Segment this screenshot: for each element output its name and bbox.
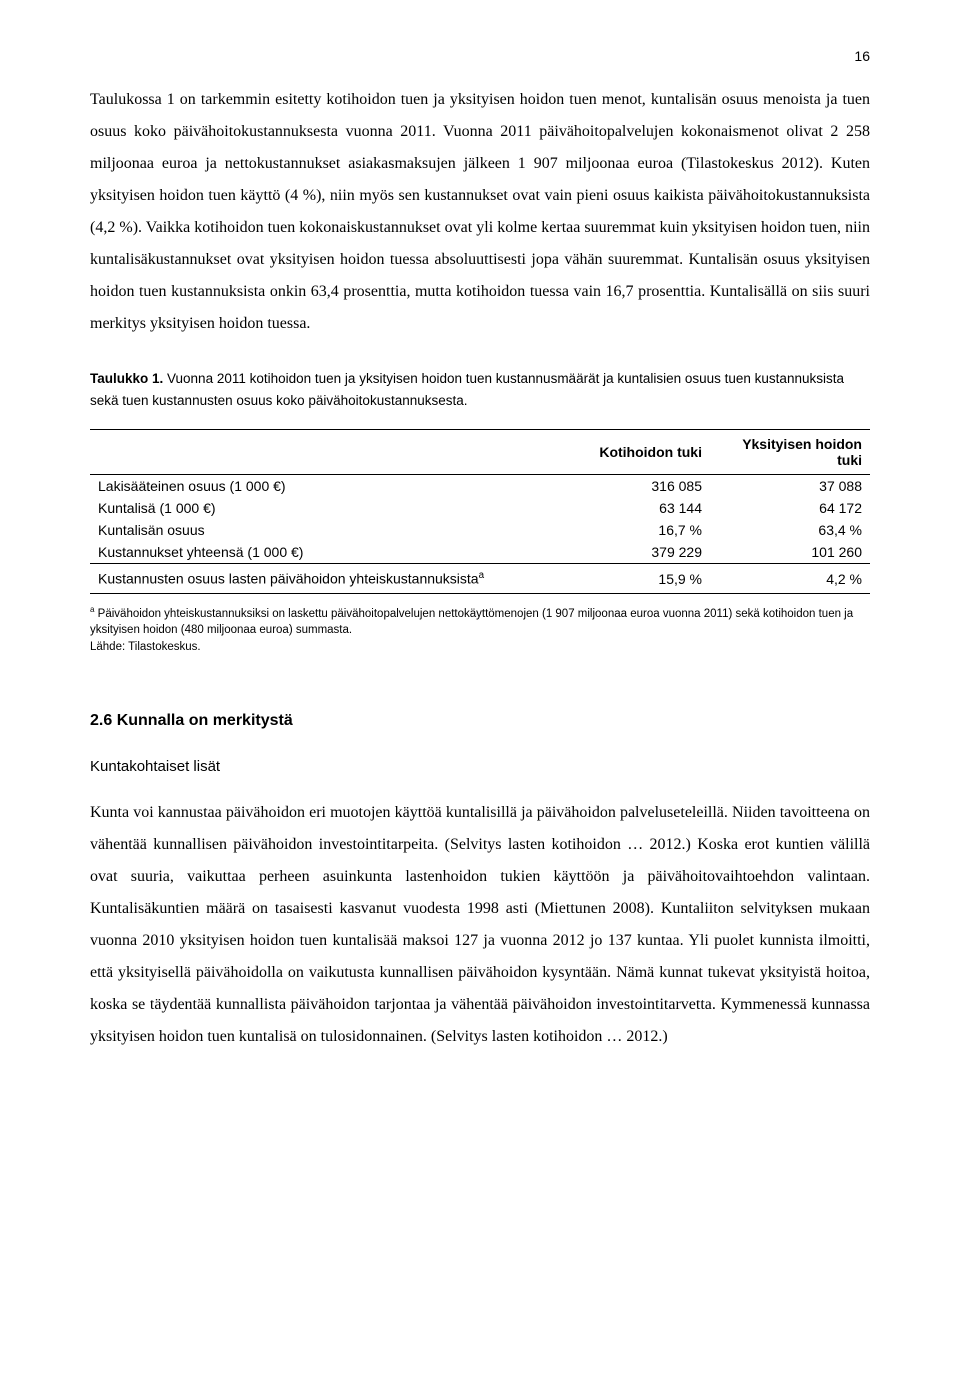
table-cell: Lakisääteinen osuus (1 000 €) bbox=[90, 475, 550, 498]
table-cell: 316 085 bbox=[550, 475, 710, 498]
table-cell: 63,4 % bbox=[710, 519, 870, 541]
table-footer-sup: a bbox=[479, 570, 484, 581]
table-cell: 63 144 bbox=[550, 497, 710, 519]
footnote-source: Lähde: Tilastokeskus. bbox=[90, 641, 201, 653]
table-row: Kustannukset yhteensä (1 000 €) 379 229 … bbox=[90, 541, 870, 564]
table-header-row: Kotihoidon tuki Yksityisen hoidon tuki bbox=[90, 430, 870, 475]
paragraph-1-text: Taulukossa 1 on tarkemmin esitetty kotih… bbox=[90, 84, 870, 340]
table-row: Kuntalisän osuus 16,7 % 63,4 % bbox=[90, 519, 870, 541]
paragraph-2-text: Kunta voi kannustaa päivähoidon eri muot… bbox=[90, 797, 870, 1053]
cost-table: Kotihoidon tuki Yksityisen hoidon tuki L… bbox=[90, 429, 870, 594]
table-cell: 379 229 bbox=[550, 541, 710, 564]
table-header-col1: Kotihoidon tuki bbox=[550, 430, 710, 475]
footnote-text: Päivähoidon yhteiskustannuksiksi on lask… bbox=[90, 608, 853, 637]
table-footer-row: Kustannusten osuus lasten päivähoidon yh… bbox=[90, 564, 870, 594]
page-number: 16 bbox=[854, 48, 870, 64]
table-header-empty bbox=[90, 430, 550, 475]
table-caption-label: Taulukko 1. bbox=[90, 371, 163, 386]
table-cell: Kuntalisän osuus bbox=[90, 519, 550, 541]
table-footer-label-text: Kustannusten osuus lasten päivähoidon yh… bbox=[98, 571, 479, 587]
table-header-col2: Yksityisen hoidon tuki bbox=[710, 430, 870, 475]
table-cell: 101 260 bbox=[710, 541, 870, 564]
section-heading: 2.6 Kunnalla on merkitystä bbox=[90, 712, 870, 730]
table-caption: Taulukko 1. Vuonna 2011 kotihoidon tuen … bbox=[90, 368, 870, 411]
paragraph-1: Taulukossa 1 on tarkemmin esitetty kotih… bbox=[90, 84, 870, 340]
table-footer-val1: 15,9 % bbox=[550, 564, 710, 594]
table-cell: Kuntalisä (1 000 €) bbox=[90, 497, 550, 519]
sub-heading: Kuntakohtaiset lisät bbox=[90, 758, 870, 775]
table-footnote: a Päivähoidon yhteiskustannuksiksi on la… bbox=[90, 604, 870, 656]
table-cell: 64 172 bbox=[710, 497, 870, 519]
table-row: Lakisääteinen osuus (1 000 €) 316 085 37… bbox=[90, 475, 870, 498]
table-cell: 37 088 bbox=[710, 475, 870, 498]
paragraph-2: Kunta voi kannustaa päivähoidon eri muot… bbox=[90, 797, 870, 1053]
table-cell: 16,7 % bbox=[550, 519, 710, 541]
table-caption-text: Vuonna 2011 kotihoidon tuen ja yksityise… bbox=[90, 371, 844, 408]
table-cell: Kustannukset yhteensä (1 000 €) bbox=[90, 541, 550, 564]
table-row: Kuntalisä (1 000 €) 63 144 64 172 bbox=[90, 497, 870, 519]
table-footer-label: Kustannusten osuus lasten päivähoidon yh… bbox=[90, 564, 550, 594]
table-footer-val2: 4,2 % bbox=[710, 564, 870, 594]
